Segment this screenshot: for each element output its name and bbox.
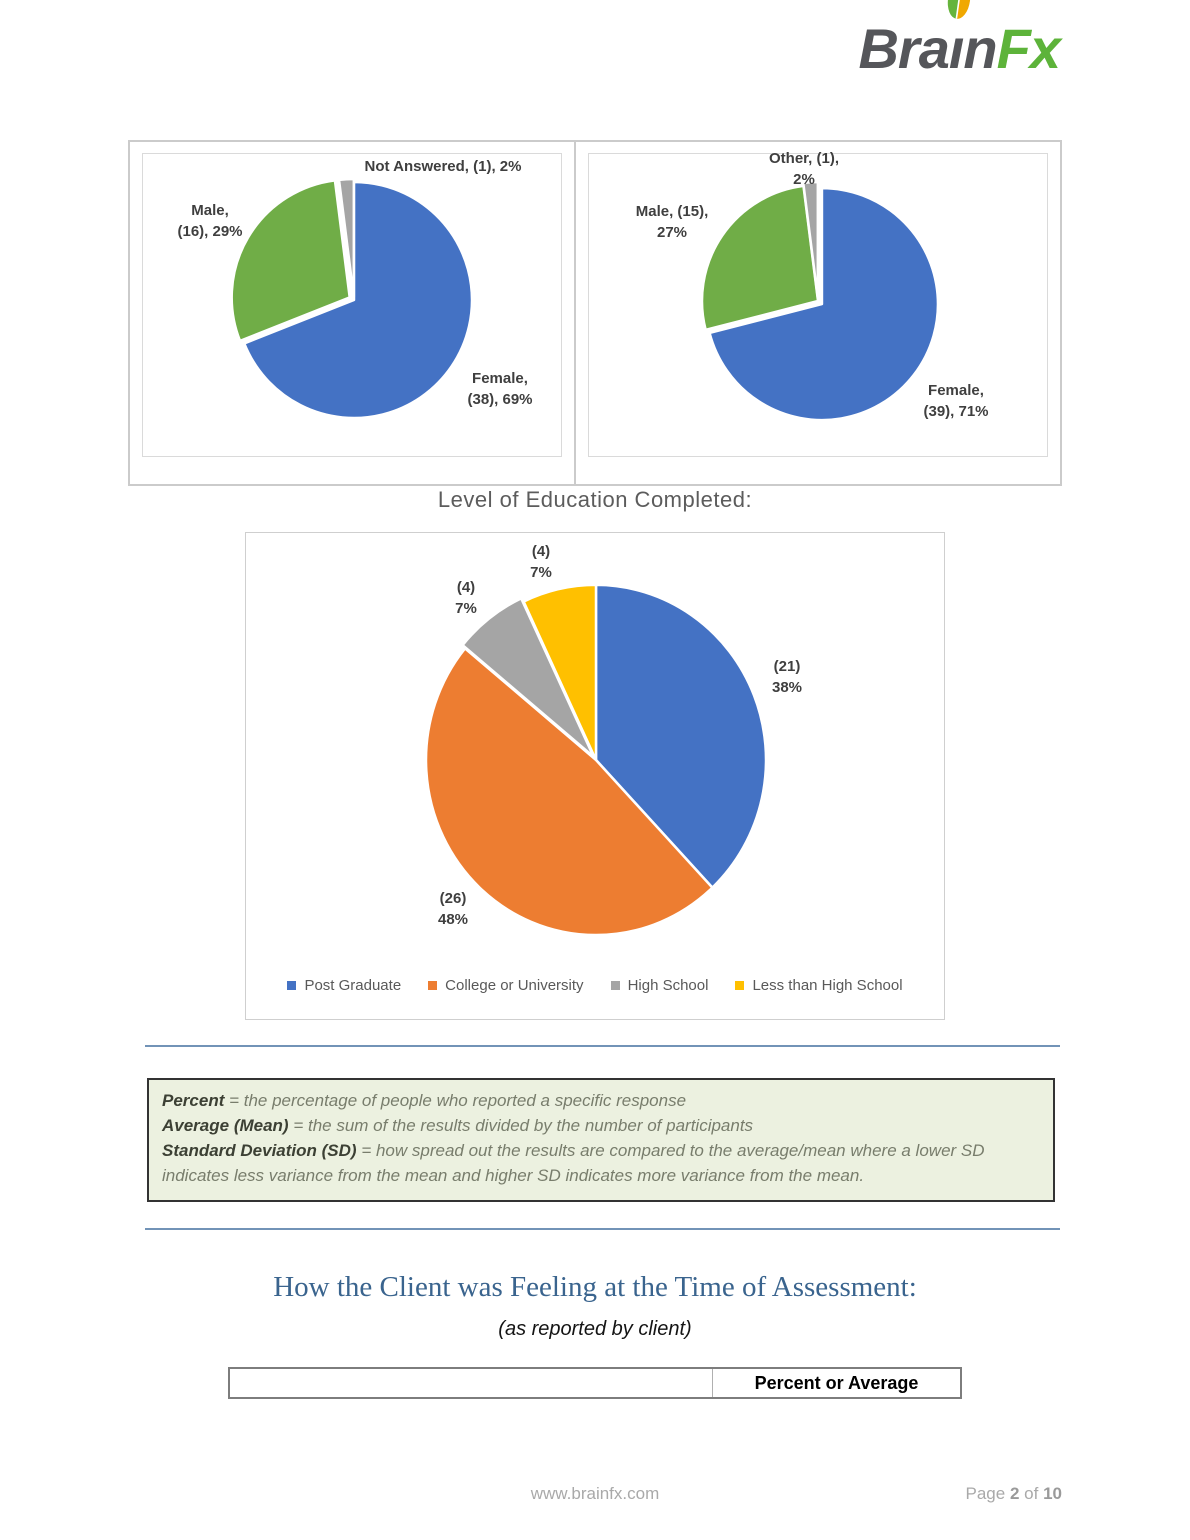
definition-standard-deviation: Standard Deviation (SD) = how spread out… bbox=[162, 1141, 985, 1185]
section-title: How the Client was Feeling at the Time o… bbox=[273, 1271, 917, 1303]
logo-i: ı bbox=[947, 0, 971, 81]
gender-pie-left bbox=[230, 177, 474, 420]
gender-chart-right-panel: Other, (1), 2% Male, (15), 27% Female, (… bbox=[576, 142, 1060, 484]
legend-item-post-graduate: Post Graduate bbox=[287, 977, 401, 994]
gender-chart-left-panel: Not Answered, (1), 2% Male, (16), 29% Fe… bbox=[130, 142, 576, 484]
legend-marker-college bbox=[428, 981, 438, 990]
legend-marker-high-school bbox=[610, 981, 620, 990]
definition-percent: Percent = the percentage of people who r… bbox=[162, 1091, 687, 1110]
brainfx-logo: Braı nFx bbox=[858, 0, 1061, 81]
gender-chart-right-plot-border bbox=[588, 153, 1048, 457]
pie-slice-high-school bbox=[461, 597, 595, 759]
leaf-icon bbox=[947, 0, 971, 19]
stats-table-header: Percent or Average bbox=[228, 1367, 962, 1399]
gender-chart-left-plot-border bbox=[142, 153, 562, 457]
education-chart-title: Level of Education Completed: bbox=[437, 487, 753, 512]
logo-n-text: n bbox=[963, 17, 997, 80]
definitions-box: Percent = the percentage of people who r… bbox=[147, 1078, 1055, 1202]
footer-url: www.brainfx.com bbox=[530, 1484, 660, 1503]
gender-pie-right bbox=[700, 180, 940, 422]
pie-slice-other bbox=[802, 180, 820, 300]
pie-label-high-school: (4) 7% bbox=[455, 579, 477, 617]
pie-label-female-left: Female, (38), 69% bbox=[467, 370, 533, 408]
legend-marker-post-graduate bbox=[287, 981, 297, 990]
pie-slice-male bbox=[230, 179, 351, 343]
definition-average: Average (Mean) = the sum of the results … bbox=[162, 1116, 754, 1135]
gender-charts-section: Not Answered, (1), 2% Male, (16), 29% Fe… bbox=[128, 140, 1062, 486]
footer-page-number: Page 2 of 10 bbox=[965, 1484, 1062, 1503]
legend-item-less-than-hs: Less than High School bbox=[735, 977, 903, 994]
pie-label-male-right: Male, (15), 27% bbox=[635, 203, 709, 241]
pie-label-not-answered: Not Answered, (1), 2% bbox=[364, 158, 522, 175]
pie-slice-female bbox=[243, 180, 474, 420]
pie-label-post-graduate: (21) 38% bbox=[771, 658, 803, 696]
logo-brain-text: Bra bbox=[858, 17, 949, 80]
pie-label-less-than-hs: (4) 7% bbox=[530, 543, 552, 581]
pie-slice-not-answered bbox=[337, 177, 356, 299]
logo-fx-text: Fx bbox=[996, 17, 1061, 80]
pie-slice-female bbox=[708, 186, 940, 422]
divider-line-top bbox=[145, 1045, 1060, 1047]
pie-slice-post-graduate bbox=[594, 583, 768, 889]
pie-label-college: (26) 48% bbox=[437, 890, 469, 928]
education-chart-panel: (4) 7% (4) 7% (21) 38% (26) 48% Post Gra… bbox=[245, 532, 945, 1020]
pie-slice-less-than-high-school bbox=[522, 583, 598, 762]
section-subtitle: (as reported by client) bbox=[498, 1318, 692, 1340]
pie-slice-college-or-university bbox=[424, 647, 714, 937]
education-pie bbox=[424, 583, 768, 937]
education-legend: Post Graduate College or University High… bbox=[246, 977, 944, 994]
pie-label-male-left: Male, (16), 29% bbox=[177, 202, 243, 240]
pie-slice-male bbox=[700, 184, 820, 332]
page-footer: www.brainfx.com Page 2 of 10 bbox=[128, 1484, 1062, 1508]
table-value-header-cell: Percent or Average bbox=[754, 1372, 919, 1393]
legend-item-high-school: High School bbox=[610, 977, 708, 994]
legend-marker-less-than-hs bbox=[735, 981, 745, 990]
table-metric-header-cell bbox=[230, 1369, 713, 1397]
pie-label-female-right: Female, (39), 71% bbox=[923, 382, 989, 420]
pie-label-other: Other, (1), 2% bbox=[768, 150, 840, 188]
legend-item-college: College or University bbox=[428, 977, 584, 994]
divider-line-bottom bbox=[145, 1228, 1060, 1230]
